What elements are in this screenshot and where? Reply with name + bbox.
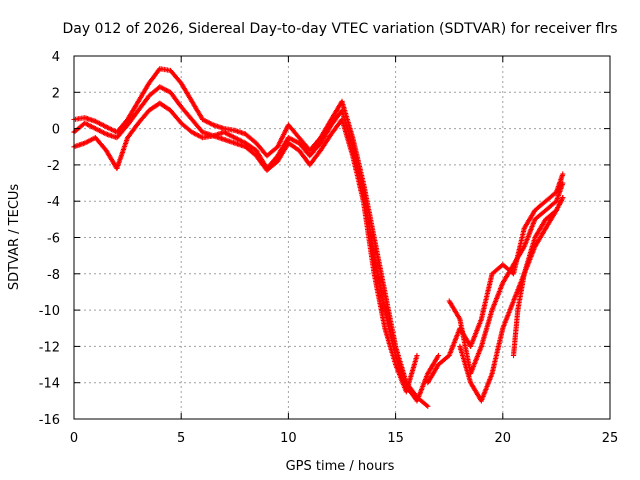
x-tick-label: 0 xyxy=(70,431,78,446)
y-tick-label: -10 xyxy=(39,304,60,319)
y-tick-label: -2 xyxy=(47,159,60,174)
x-tick-label: 20 xyxy=(495,431,512,446)
y-tick-label: -14 xyxy=(39,377,60,392)
series-track-2 xyxy=(71,84,442,404)
data-layer xyxy=(71,66,566,409)
y-tick-label: 2 xyxy=(52,86,60,101)
x-axis-label: GPS time / hours xyxy=(286,459,395,474)
y-tick-label: -6 xyxy=(47,232,60,247)
series-track-7 xyxy=(510,195,566,359)
x-tick-label: 25 xyxy=(602,431,619,446)
y-tick-label: -8 xyxy=(47,268,60,283)
chart-title: Day 012 of 2026, Sidereal Day-to-day VTE… xyxy=(62,21,617,37)
x-tick-label: 5 xyxy=(177,431,185,446)
y-tick-label: -16 xyxy=(39,413,60,428)
y-axis-label: SDTVAR / TECUs xyxy=(7,184,22,291)
y-tick-label: 4 xyxy=(52,50,60,65)
series-points xyxy=(71,84,442,404)
series-points xyxy=(510,195,566,359)
x-tick-label: 10 xyxy=(280,431,297,446)
series-points xyxy=(446,180,566,377)
series-points xyxy=(71,100,420,395)
y-tick-label: -12 xyxy=(39,340,60,355)
y-tick-label: -4 xyxy=(47,195,60,210)
y-tick-label: 0 xyxy=(52,123,60,138)
series-track-3 xyxy=(71,100,420,395)
x-tick-label: 15 xyxy=(387,431,404,446)
series-track-5 xyxy=(446,180,566,377)
series-track-4 xyxy=(425,171,566,386)
series-points xyxy=(425,171,566,386)
